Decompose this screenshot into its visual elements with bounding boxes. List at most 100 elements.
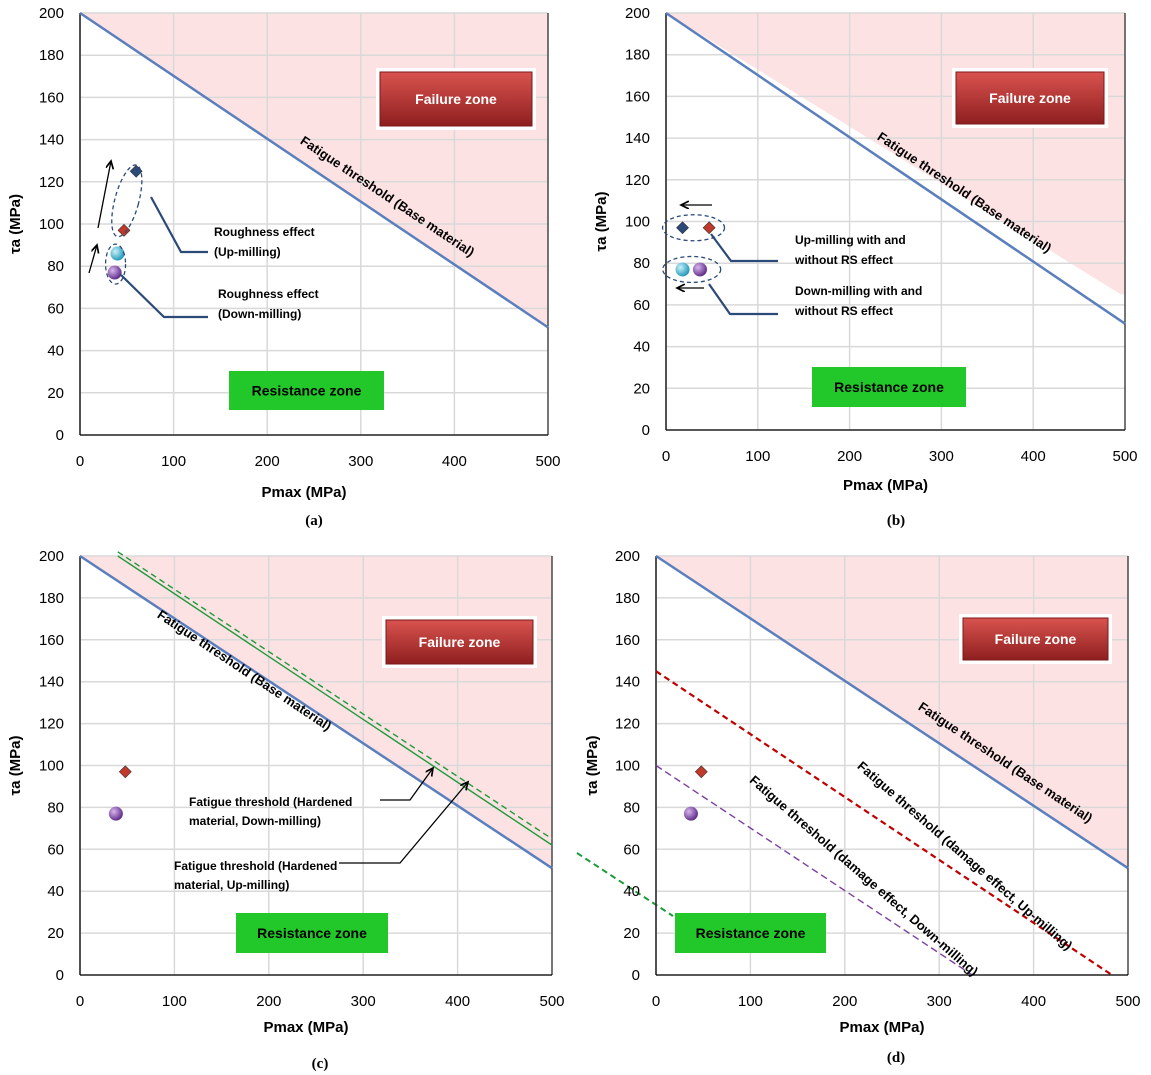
up-milling-group-ellipse xyxy=(111,164,143,238)
annotation-1: Roughness effect xyxy=(214,225,315,239)
y-tick-label: 40 xyxy=(633,339,650,356)
data-point-sphere xyxy=(110,246,125,261)
failure-zone-box xyxy=(962,617,1109,661)
x-tick-label: 300 xyxy=(929,448,954,465)
y-tick-label: 100 xyxy=(615,758,640,775)
annotation-arrow xyxy=(339,782,468,864)
y-tick-label: 140 xyxy=(39,132,64,149)
up-milling-group-ellipse xyxy=(661,214,726,242)
y-tick-label: 120 xyxy=(615,716,640,733)
caption-d: (d) xyxy=(887,1050,905,1066)
x-axis-label: Pmax (MPa) xyxy=(843,477,928,494)
failure-zone-box xyxy=(385,619,534,665)
annotation-arrow xyxy=(380,768,433,801)
x-tick-label: 400 xyxy=(1021,448,1046,465)
x-tick-label: 500 xyxy=(1112,448,1137,465)
annotation-2: material, Up-milling) xyxy=(174,878,289,892)
arrow-up xyxy=(88,245,97,274)
base-threshold-line xyxy=(79,554,553,870)
annotation-2: Fatigue threshold (Hardened xyxy=(174,859,337,873)
caption-c: (c) xyxy=(312,1056,329,1072)
damage-up-milling-line xyxy=(655,670,1113,976)
data-point-diamond xyxy=(676,221,689,235)
y-axis-label: τa (MPa) xyxy=(7,735,24,795)
chart-panel-d: 0 20 40 60 80 100 120 140 160 180 200 0 100 200 300 400… xyxy=(584,548,1141,1036)
y-tick-label: 180 xyxy=(625,47,650,64)
annotation-leader xyxy=(710,233,778,263)
failure-zone-box xyxy=(955,71,1105,125)
x-tick-label: 100 xyxy=(161,453,186,470)
data-point-sphere xyxy=(692,262,707,277)
y-tick-label: 200 xyxy=(39,5,64,22)
y-tick-label: 60 xyxy=(623,841,640,858)
chart-panel-c: 0 20 40 60 80 100 120 140 160 180 200 0 100 200 300 400… xyxy=(7,548,565,1036)
y-tick-label: 180 xyxy=(39,590,64,607)
y-tick-label: 40 xyxy=(47,883,64,900)
x-tick-label: 200 xyxy=(255,453,280,470)
x-tick-label: 400 xyxy=(442,453,467,470)
y-tick-label: 180 xyxy=(39,47,64,64)
y-tick-label: 120 xyxy=(39,174,64,191)
annotation-leader xyxy=(120,274,208,319)
resistance-zone-box xyxy=(229,371,384,410)
y-tick-label: 160 xyxy=(39,89,64,106)
x-tick-label: 0 xyxy=(662,448,670,465)
hardened-down-milling-line xyxy=(117,555,553,846)
y-tick-label: 80 xyxy=(623,799,640,816)
x-tick-label: 500 xyxy=(1115,993,1140,1010)
x-axis-label: Pmax (MPa) xyxy=(261,484,346,501)
down-milling-group-ellipse xyxy=(104,243,127,285)
x-tick-label: 200 xyxy=(832,993,857,1010)
y-tick-label: 200 xyxy=(615,548,640,565)
data-point-diamond xyxy=(118,765,132,779)
annotation-1: material, Down-milling) xyxy=(189,814,321,828)
data-point-sphere xyxy=(108,806,123,821)
y-tick-label: 0 xyxy=(56,427,64,444)
resistance-zone-label: Resistance zone xyxy=(257,925,367,941)
y-tick-label: 80 xyxy=(633,255,650,272)
y-axis-label: τa (MPa) xyxy=(593,191,610,251)
resistance-zone-label: Resistance zone xyxy=(696,925,806,941)
y-axis-label: τa (MPa) xyxy=(7,194,24,254)
data-point-diamond xyxy=(694,765,708,779)
x-tick-label: 0 xyxy=(76,993,84,1010)
caption-a: (a) xyxy=(305,513,323,529)
x-tick-label: 300 xyxy=(348,453,373,470)
x-tick-label: 200 xyxy=(837,448,862,465)
y-tick-label: 60 xyxy=(47,300,64,317)
x-axis-label: Pmax (MPa) xyxy=(263,1019,348,1036)
resistance-zone-box xyxy=(675,913,826,953)
failure-zone-label: Failure zone xyxy=(415,91,497,107)
x-tick-label: 100 xyxy=(162,993,187,1010)
x-tick-label: 200 xyxy=(256,993,281,1010)
y-tick-label: 160 xyxy=(39,632,64,649)
annotation-1: Fatigue threshold (Hardened xyxy=(189,795,352,809)
y-tick-label: 200 xyxy=(39,548,64,565)
y-tick-label: 80 xyxy=(47,258,64,275)
y-tick-label: 100 xyxy=(39,216,64,233)
y-tick-label: 120 xyxy=(39,716,64,733)
annotation-2: without RS effect xyxy=(794,304,893,318)
annotation-leader xyxy=(708,283,778,316)
caption-b: (b) xyxy=(887,513,905,529)
data-point-diamond xyxy=(702,221,716,235)
annotation-leader xyxy=(150,196,208,254)
damage-down-milling-line xyxy=(655,764,973,976)
failure-zone-label: Failure zone xyxy=(989,90,1071,106)
y-tick-label: 20 xyxy=(47,385,64,402)
annotation-1: (Up-milling) xyxy=(214,245,281,259)
annotation-2: (Down-milling) xyxy=(218,307,301,321)
data-point-diamond xyxy=(117,223,131,237)
x-tick-label: 400 xyxy=(445,993,470,1010)
data-point-sphere xyxy=(683,806,698,821)
y-tick-label: 0 xyxy=(642,422,650,439)
hardened-up-milling-line xyxy=(117,551,553,840)
y-tick-label: 140 xyxy=(625,130,650,147)
y-tick-label: 40 xyxy=(47,343,64,360)
x-tick-label: 300 xyxy=(351,993,376,1010)
resistance-zone-label: Resistance zone xyxy=(834,379,944,395)
y-tick-label: 0 xyxy=(632,967,640,984)
y-tick-label: 20 xyxy=(633,380,650,397)
base-threshold-line xyxy=(79,11,549,329)
